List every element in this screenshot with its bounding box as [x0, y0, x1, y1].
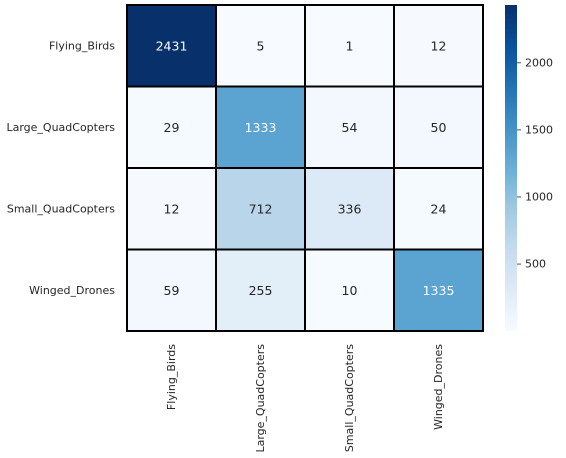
y-tick-label: Small_QuadCopters	[7, 202, 115, 215]
cell-value-r3-c1: 255	[249, 283, 273, 298]
colorbar-gradient	[505, 5, 517, 331]
x-tick-label: Flying_Birds	[165, 344, 178, 410]
cell-value-r0-c1: 5	[257, 38, 265, 53]
heatmap-cell-r2-c1	[215, 167, 306, 251]
heatmap-cell-r1-c1	[215, 85, 306, 169]
colorbar-tick-label: 1000	[525, 190, 553, 203]
cell-value-r3-c3: 1335	[423, 283, 455, 298]
cell-value-r1-c1: 1333	[245, 120, 277, 135]
heatmap-cell-r2-c3	[393, 167, 484, 251]
colorbar-tick-labels: 500 1000 1500 2000	[517, 56, 553, 271]
x-tick-label: Large_QuadCopters	[254, 344, 267, 453]
cell-value-r3-c2: 10	[342, 283, 358, 298]
cell-value-r2-c3: 24	[431, 201, 447, 216]
heatmap-cell-r3-c3	[393, 248, 484, 332]
cell-value-r0-c3: 12	[431, 38, 447, 53]
y-tick-label: Winged_Drones	[29, 284, 115, 297]
colorbar-tick-label: 500	[525, 258, 546, 271]
cell-value-r2-c1: 712	[249, 201, 273, 216]
colorbar-tick-label: 1500	[525, 123, 553, 136]
x-axis-tick-labels: Flying_Birds Large_QuadCopters Small_QuadC…	[165, 344, 445, 453]
cell-value-r0-c0: 2431	[156, 38, 188, 53]
y-tick-label: Large_QuadCopters	[6, 121, 115, 134]
cell-value-r1-c0: 29	[164, 120, 180, 135]
cell-value-r1-c2: 54	[342, 120, 358, 135]
heatmap-cell-labels: 2431 5 1 12 29 1333 54 50 12 712 336 24 59 255 10 1335	[156, 38, 455, 298]
cell-value-r2-c2: 336	[338, 201, 362, 216]
y-tick-label: Flying_Birds	[49, 39, 115, 52]
heatmap-cell-r3-c0	[126, 248, 217, 332]
heatmap-cell-r0-c3	[393, 4, 484, 88]
x-tick-label: Winged_Drones	[432, 344, 445, 430]
heatmap-cells	[126, 4, 484, 332]
cell-value-r3-c0: 59	[164, 283, 180, 298]
x-tick-label: Small_QuadCopters	[343, 344, 356, 452]
y-axis-tick-labels: Flying_Birds Large_QuadCopters Small_QuadC…	[6, 39, 115, 297]
cell-value-r2-c0: 12	[164, 201, 180, 216]
cell-value-r1-c3: 50	[431, 120, 447, 135]
heatmap-cell-r1-c3	[393, 85, 484, 169]
heatmap-cell-r0-c1	[215, 4, 306, 88]
colorbar-tick-label: 2000	[525, 56, 553, 69]
colorbar: 500 1000 1500 2000	[505, 5, 553, 331]
heatmap-cell-r0-c0	[126, 4, 217, 88]
cell-value-r0-c2: 1	[346, 38, 354, 53]
heatmap-cell-r3-c1	[215, 248, 306, 332]
